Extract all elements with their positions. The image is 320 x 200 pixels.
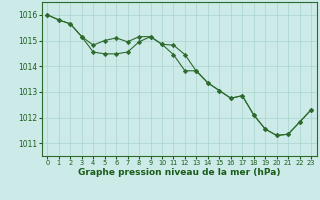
X-axis label: Graphe pression niveau de la mer (hPa): Graphe pression niveau de la mer (hPa) <box>78 168 280 177</box>
